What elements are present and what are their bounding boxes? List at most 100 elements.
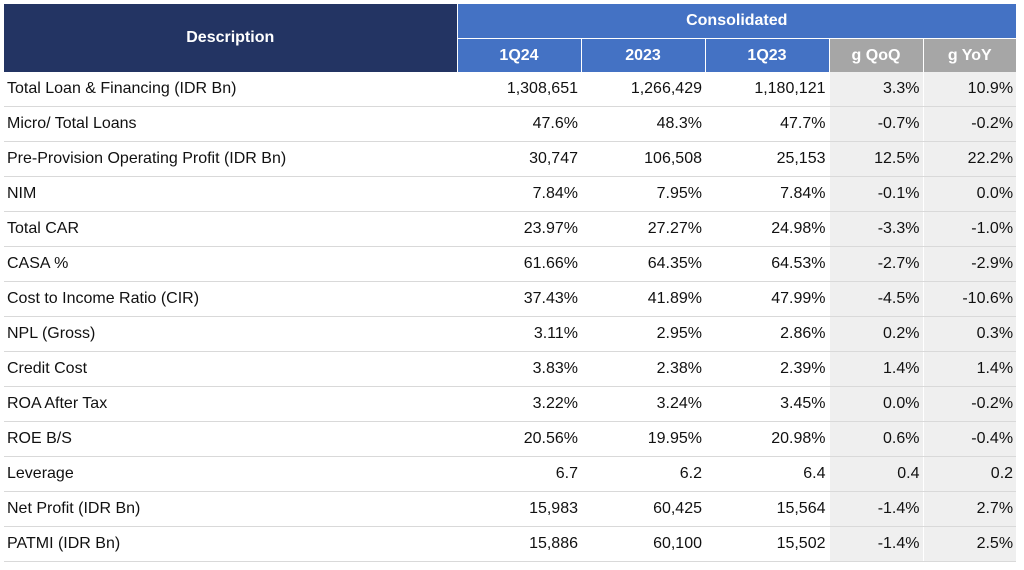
- value-1q23-cell: 47.7%: [705, 106, 829, 142]
- value-2023-cell: 19.95%: [581, 421, 705, 457]
- financial-metrics-table: Description Consolidated 1Q24 2023 1Q23 …: [4, 4, 1017, 562]
- table-row: ROA After Tax 3.22% 3.24% 3.45% 0.0% -0.2%: [4, 386, 1017, 422]
- table-row: Leverage 6.7 6.2 6.4 0.4 0.2: [4, 456, 1017, 492]
- growth-yoy-cell: 22.2%: [922, 141, 1017, 177]
- value-2023-cell: 3.24%: [581, 386, 705, 422]
- value-1q23-cell: 47.99%: [705, 281, 829, 317]
- value-1q24-cell: 3.22%: [457, 386, 581, 422]
- value-1q24-cell: 15,886: [457, 526, 581, 562]
- value-2023-cell: 7.95%: [581, 176, 705, 212]
- table-row: Net Profit (IDR Bn) 15,983 60,425 15,564 -1.…: [4, 491, 1017, 527]
- value-1q24-cell: 1,308,651: [457, 72, 581, 107]
- value-2023-cell: 60,425: [581, 491, 705, 527]
- column-header-1q24: 1Q24: [457, 38, 582, 72]
- value-1q24-cell: 6.7: [457, 456, 581, 492]
- value-2023-cell: 64.35%: [581, 246, 705, 282]
- growth-qoq-cell: -0.7%: [828, 106, 923, 142]
- row-label: Total CAR: [4, 211, 457, 247]
- growth-qoq-cell: -1.4%: [828, 526, 923, 562]
- value-1q24-cell: 3.11%: [457, 316, 581, 352]
- row-label: Total Loan & Financing (IDR Bn): [4, 72, 457, 107]
- growth-yoy-cell: -0.2%: [922, 106, 1017, 142]
- value-1q23-cell: 2.39%: [705, 351, 829, 387]
- growth-yoy-cell: -10.6%: [922, 281, 1017, 317]
- table-row: Pre-Provision Operating Profit (IDR Bn) 3…: [4, 141, 1017, 177]
- value-1q24-cell: 37.43%: [457, 281, 581, 317]
- table-row: CASA % 61.66% 64.35% 64.53% -2.7% -2.9%: [4, 246, 1017, 282]
- column-header-2023: 2023: [581, 38, 706, 72]
- value-1q23-cell: 25,153: [705, 141, 829, 177]
- value-1q23-cell: 64.53%: [705, 246, 829, 282]
- table-header: Description Consolidated 1Q24 2023 1Q23 …: [4, 4, 1017, 72]
- value-1q23-cell: 3.45%: [705, 386, 829, 422]
- value-1q24-cell: 61.66%: [457, 246, 581, 282]
- value-1q24-cell: 23.97%: [457, 211, 581, 247]
- value-1q23-cell: 15,564: [705, 491, 829, 527]
- consolidated-header: Consolidated: [457, 4, 1017, 39]
- row-label: Leverage: [4, 456, 457, 492]
- value-1q24-cell: 3.83%: [457, 351, 581, 387]
- value-1q23-cell: 7.84%: [705, 176, 829, 212]
- column-header-1q23: 1Q23: [705, 38, 830, 72]
- value-1q24-cell: 20.56%: [457, 421, 581, 457]
- growth-qoq-cell: -1.4%: [828, 491, 923, 527]
- table-row: NIM 7.84% 7.95% 7.84% -0.1% 0.0%: [4, 176, 1017, 212]
- value-1q23-cell: 15,502: [705, 526, 829, 562]
- table-row: NPL (Gross) 3.11% 2.95% 2.86% 0.2% 0.3%: [4, 316, 1017, 352]
- value-2023-cell: 48.3%: [581, 106, 705, 142]
- row-label: Credit Cost: [4, 351, 457, 387]
- growth-qoq-cell: 0.6%: [828, 421, 923, 457]
- growth-yoy-cell: 0.2: [922, 456, 1017, 492]
- row-label: NPL (Gross): [4, 316, 457, 352]
- growth-yoy-cell: 0.3%: [922, 316, 1017, 352]
- growth-yoy-cell: -1.0%: [922, 211, 1017, 247]
- growth-qoq-cell: 1.4%: [828, 351, 923, 387]
- growth-yoy-cell: -2.9%: [922, 246, 1017, 282]
- row-label: ROA After Tax: [4, 386, 457, 422]
- table-row: Total Loan & Financing (IDR Bn) 1,308,651…: [4, 72, 1017, 107]
- table-row: Credit Cost 3.83% 2.38% 2.39% 1.4% 1.4%: [4, 351, 1017, 387]
- value-1q23-cell: 20.98%: [705, 421, 829, 457]
- growth-yoy-cell: 2.7%: [922, 491, 1017, 527]
- value-1q23-cell: 1,180,121: [705, 72, 829, 107]
- description-header: Description: [4, 4, 458, 72]
- row-label: PATMI (IDR Bn): [4, 526, 457, 562]
- growth-yoy-cell: 2.5%: [922, 526, 1017, 562]
- growth-qoq-cell: -2.7%: [828, 246, 923, 282]
- value-2023-cell: 60,100: [581, 526, 705, 562]
- growth-yoy-cell: -0.4%: [922, 421, 1017, 457]
- row-label: NIM: [4, 176, 457, 212]
- table-row: Micro/ Total Loans 47.6% 48.3% 47.7% -0.7% -0…: [4, 106, 1017, 142]
- column-header-g-yoy: g YoY: [923, 38, 1017, 72]
- growth-qoq-cell: 0.2%: [828, 316, 923, 352]
- growth-qoq-cell: 12.5%: [828, 141, 923, 177]
- value-2023-cell: 27.27%: [581, 211, 705, 247]
- growth-qoq-cell: 0.4: [828, 456, 923, 492]
- value-1q23-cell: 6.4: [705, 456, 829, 492]
- growth-qoq-cell: 3.3%: [828, 72, 923, 107]
- growth-yoy-cell: 0.0%: [922, 176, 1017, 212]
- column-header-g-qoq: g QoQ: [829, 38, 924, 72]
- row-label: Micro/ Total Loans: [4, 106, 457, 142]
- value-2023-cell: 106,508: [581, 141, 705, 177]
- growth-qoq-cell: -4.5%: [828, 281, 923, 317]
- table-row: ROE B/S 20.56% 19.95% 20.98% 0.6% -0.4%: [4, 421, 1017, 457]
- growth-yoy-cell: -0.2%: [922, 386, 1017, 422]
- value-2023-cell: 1,266,429: [581, 72, 705, 107]
- value-2023-cell: 2.95%: [581, 316, 705, 352]
- value-1q24-cell: 47.6%: [457, 106, 581, 142]
- value-1q24-cell: 15,983: [457, 491, 581, 527]
- row-label: CASA %: [4, 246, 457, 282]
- value-1q24-cell: 30,747: [457, 141, 581, 177]
- value-1q24-cell: 7.84%: [457, 176, 581, 212]
- row-label: Pre-Provision Operating Profit (IDR Bn): [4, 141, 457, 177]
- row-label: ROE B/S: [4, 421, 457, 457]
- growth-qoq-cell: 0.0%: [828, 386, 923, 422]
- growth-yoy-cell: 1.4%: [922, 351, 1017, 387]
- table-row: PATMI (IDR Bn) 15,886 60,100 15,502 -1.4% 2.5…: [4, 526, 1017, 562]
- value-1q23-cell: 24.98%: [705, 211, 829, 247]
- value-2023-cell: 6.2: [581, 456, 705, 492]
- value-2023-cell: 2.38%: [581, 351, 705, 387]
- growth-yoy-cell: 10.9%: [922, 72, 1017, 107]
- row-label: Net Profit (IDR Bn): [4, 491, 457, 527]
